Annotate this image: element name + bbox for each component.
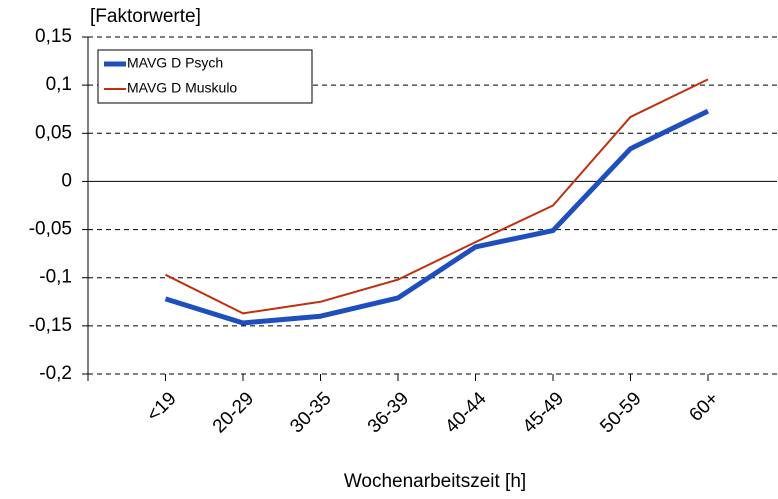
x-tick-label: 50-59 xyxy=(596,388,645,437)
series-line xyxy=(164,108,710,326)
x-tick-label: <19 xyxy=(143,388,181,426)
x-tick-label: 30-35 xyxy=(286,388,335,437)
y-tick-label: 0,05 xyxy=(35,122,72,143)
x-tick-label: 60+ xyxy=(685,388,723,426)
legend-label: MAVG D Psych xyxy=(127,55,223,71)
x-tick-label: 36-39 xyxy=(364,388,413,437)
y-tick-label: 0,1 xyxy=(46,74,72,95)
y-tick-label: -0,15 xyxy=(29,315,72,336)
x-tick-label: 40-44 xyxy=(441,388,491,438)
legend-label: MAVG D Muskulo xyxy=(127,80,237,96)
y-tick-label: 0,15 xyxy=(35,26,72,47)
x-axis-title: Wochenarbeitszeit [h] xyxy=(344,471,526,492)
y-tick-label: -0,05 xyxy=(29,219,72,240)
legend-box xyxy=(97,49,313,104)
y-tick-label: 0 xyxy=(61,170,72,191)
x-tick-label: 45-49 xyxy=(519,388,568,437)
series-line xyxy=(165,78,709,315)
y-unit-label: [Faktorwerte] xyxy=(90,6,201,27)
y-tick-label: -0,1 xyxy=(39,267,72,288)
y-tick-label: -0,2 xyxy=(39,363,72,384)
x-tick-label: 20-29 xyxy=(209,388,258,437)
